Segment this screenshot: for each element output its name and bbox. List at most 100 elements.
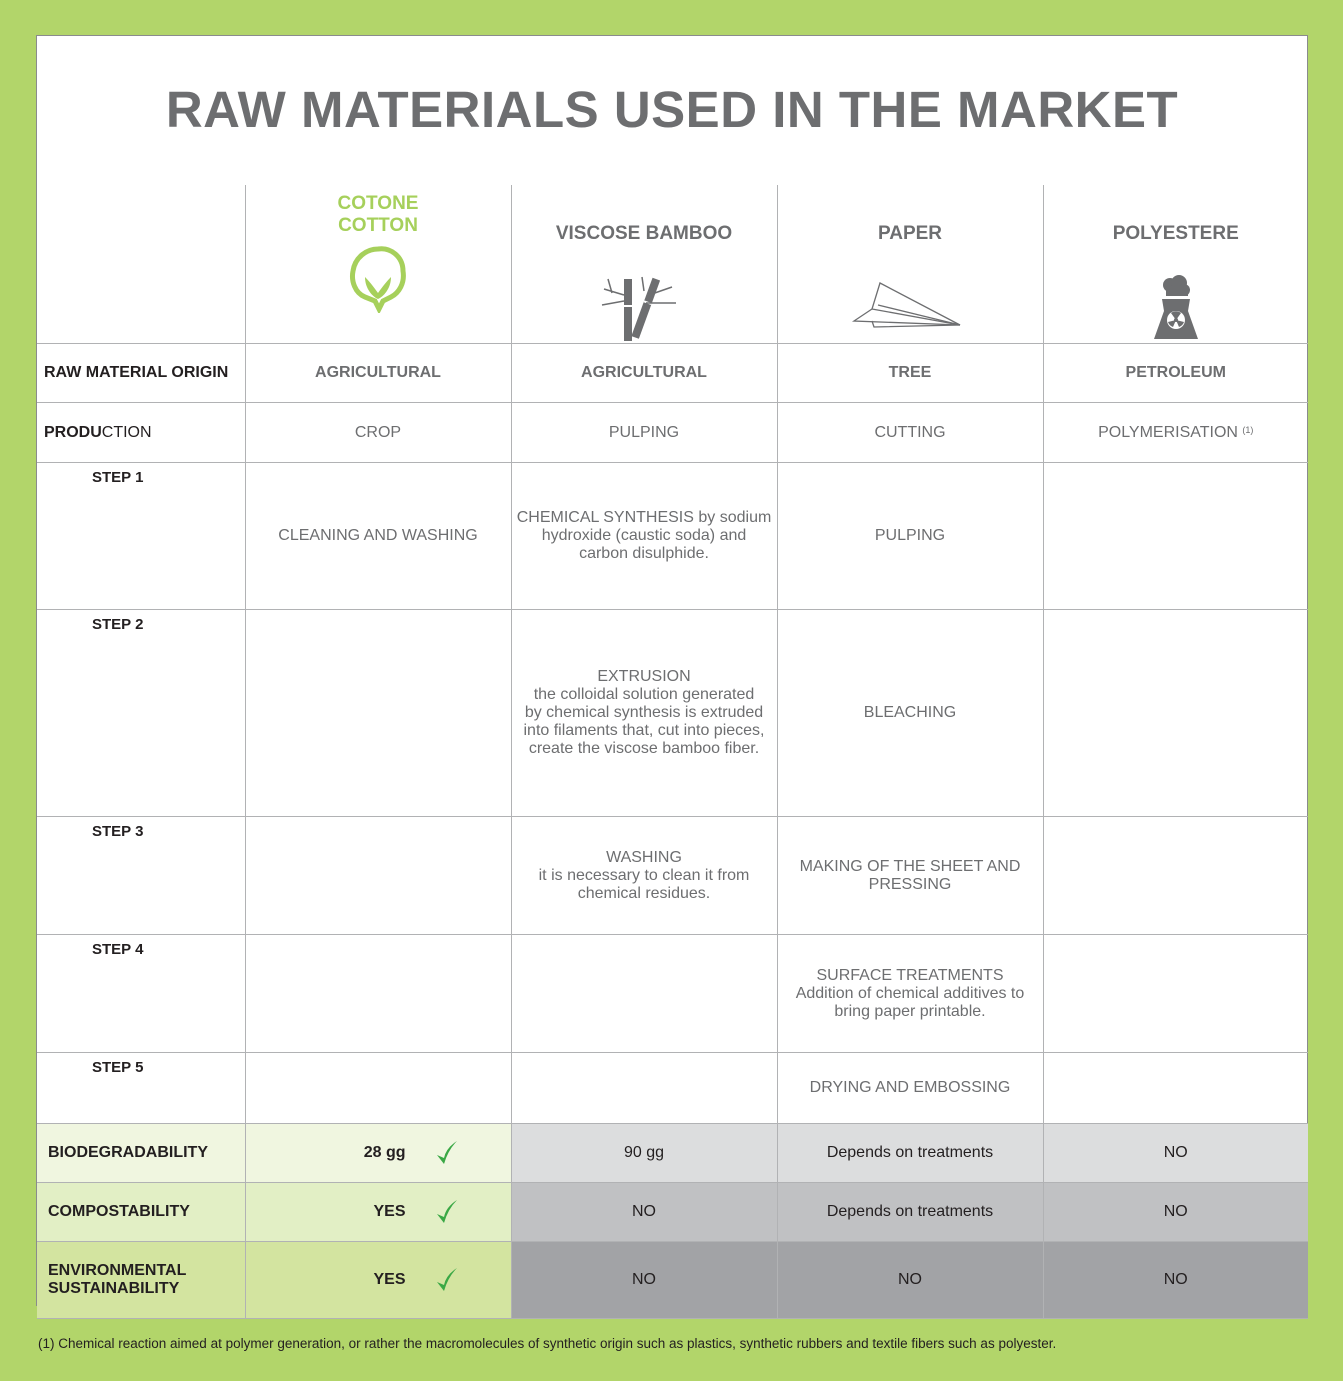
step-text: EXTRUSION xyxy=(597,668,691,685)
step-cell xyxy=(510,934,778,1053)
column-name: PAPER xyxy=(778,223,1043,273)
property-value: NO xyxy=(776,1241,1044,1319)
origin-cell: PETROLEUM xyxy=(1042,343,1308,403)
property-label-line: COMPOSTABILITY xyxy=(48,1203,190,1220)
step-cell xyxy=(244,609,512,817)
property-row: ENVIRONMENTAL SUSTAINABILITY YES NO NO NO xyxy=(37,1241,1308,1319)
step-cell: MAKING OF THE SHEET AND PRESSING xyxy=(776,816,1044,935)
paper-plane-icon xyxy=(778,273,1043,343)
step-cell: CHEMICAL SYNTHESIS by sodium hydroxide (c… xyxy=(510,462,778,610)
step-text: CHEMICAL SYNTHESIS by sodium xyxy=(516,509,772,526)
cotton-value-cell: YES xyxy=(244,1182,512,1242)
cotton-value: YES xyxy=(373,1203,406,1221)
step-label: STEP 5 xyxy=(37,1052,246,1124)
property-label: COMPOSTABILITY xyxy=(37,1182,246,1242)
materials-table: COTONE COTTON VISCOSE BAMBOO PAPER POLYESTER… xyxy=(37,185,1308,1319)
footnote-ref: (1) xyxy=(1242,424,1254,435)
step-text: CLEANING AND WASHING xyxy=(278,527,478,544)
property-value: Depends on treatments xyxy=(776,1182,1044,1242)
step-row: STEP 5 DRYING AND EMBOSSING xyxy=(37,1052,1308,1124)
step-cell: EXTRUSION the colloidal solution generate… xyxy=(510,609,778,817)
infographic-panel: RAW MATERIALS USED IN THE MARKET COTONE C… xyxy=(36,35,1308,1319)
property-label-line: SUSTAINABILITY xyxy=(48,1280,180,1297)
step-text: PRESSING xyxy=(868,875,952,893)
origin-cell: TREE xyxy=(776,343,1044,403)
header-corner xyxy=(37,185,246,344)
step-row: STEP 3 WASHING it is necessary to clean it… xyxy=(37,816,1308,935)
step-cell xyxy=(510,1052,778,1124)
production-value: PULPING xyxy=(608,423,680,441)
step-cell: WASHING it is necessary to clean it from c… xyxy=(510,816,778,935)
step-row: STEP 4 SURFACE TREATMENTS Addition of chem… xyxy=(37,934,1308,1053)
column-name-line: POLYESTERE xyxy=(1112,223,1239,244)
step-cell: SURFACE TREATMENTS Addition of chemical a… xyxy=(776,934,1044,1053)
column-name-line: VISCOSE BAMBOO xyxy=(555,223,733,244)
step-cell: BLEACHING xyxy=(776,609,1044,817)
column-header: POLYESTERE xyxy=(1042,185,1309,344)
production-row: PRODUCTION CROP PULPING CUTTING POLYMERISATI… xyxy=(37,402,1308,463)
step-text: by chemical synthesis is extruded xyxy=(524,704,764,721)
step-text: SURFACE TREATMENTS xyxy=(816,966,1004,984)
checkmark-icon xyxy=(436,1141,457,1164)
step-text: chemical residues. xyxy=(577,884,711,902)
step-cell xyxy=(1042,934,1308,1053)
step-text: WASHING xyxy=(606,848,682,866)
property-label-line: BIODEGRADABILITY xyxy=(48,1144,208,1161)
step-cell xyxy=(244,816,512,935)
row-label-rest: CTION xyxy=(101,423,152,441)
property-label-line: ENVIRONMENTAL xyxy=(48,1262,187,1279)
checkmark-icon xyxy=(436,1200,457,1223)
step-row: STEP 2 EXTRUSION the colloidal solution ge… xyxy=(37,609,1308,817)
production-cell: CROP xyxy=(244,402,512,463)
step-cell xyxy=(1042,609,1308,817)
step-text: hydroxide (caustic soda) and xyxy=(541,527,747,544)
property-row: BIODEGRADABILITY 28 gg 90 gg Depends on tre… xyxy=(37,1123,1308,1183)
cotton-value: 28 gg xyxy=(363,1144,406,1162)
step-text: the colloidal solution generated xyxy=(533,686,755,703)
step-cell xyxy=(1042,462,1308,610)
property-value: NO xyxy=(1042,1241,1308,1319)
cotton-icon xyxy=(246,243,511,313)
step-cell xyxy=(1042,816,1308,935)
step-label: STEP 2 xyxy=(37,609,246,817)
step-text: BLEACHING xyxy=(863,704,957,721)
step-text: PULPING xyxy=(874,527,946,544)
nuclear-plant-icon xyxy=(1044,273,1309,343)
column-name-line: COTONE xyxy=(337,193,419,214)
step-label: STEP 3 xyxy=(37,816,246,935)
step-text: Addition of chemical additives to xyxy=(795,984,1025,1002)
property-value: NO xyxy=(1042,1123,1308,1183)
property-value: NO xyxy=(510,1241,778,1319)
property-label: ENVIRONMENTAL SUSTAINABILITY xyxy=(37,1241,246,1319)
step-cell: PULPING xyxy=(776,462,1044,610)
checkmark-icon xyxy=(436,1268,457,1291)
column-name: COTONE COTTON xyxy=(246,193,511,243)
column-name-line: PAPER xyxy=(877,223,943,244)
cotton-value-cell: 28 gg xyxy=(244,1123,512,1183)
production-cell: CUTTING xyxy=(776,402,1044,463)
step-cell xyxy=(244,1052,512,1124)
footnote: (1) Chemical reaction aimed at polymer g… xyxy=(38,1336,1057,1351)
bamboo-icon xyxy=(512,273,777,343)
column-name: VISCOSE BAMBOO xyxy=(512,223,777,273)
step-cell xyxy=(1042,1052,1308,1124)
step-text: MAKING OF THE SHEET AND xyxy=(799,857,1021,875)
step-text: DRYING AND EMBOSSING xyxy=(809,1079,1011,1096)
step-text: into filaments that, cut into pieces, xyxy=(523,722,765,739)
column-name-line: COTTON xyxy=(338,215,418,236)
property-value: 90 gg xyxy=(510,1123,778,1183)
production-value: CROP xyxy=(354,423,402,441)
cotton-value-cell: YES xyxy=(244,1241,512,1319)
production-cell: POLYMERISATION (1) xyxy=(1042,402,1308,463)
column-header: VISCOSE BAMBOO xyxy=(510,185,778,344)
row-label: RAW MATERIAL ORIGIN xyxy=(37,343,246,403)
property-row: COMPOSTABILITY YES NO Depends on treatments… xyxy=(37,1182,1308,1242)
step-label: STEP 1 xyxy=(37,462,246,610)
origin-cell: AGRICULTURAL xyxy=(244,343,512,403)
column-header: COTONE COTTON xyxy=(244,185,512,344)
step-text: it is necessary to clean it from xyxy=(538,866,750,884)
page-title: RAW MATERIALS USED IN THE MARKET xyxy=(165,81,1179,138)
step-row: STEP 1 CLEANING AND WASHING CHEMICAL SYNTH… xyxy=(37,462,1308,610)
step-text: bring paper printable. xyxy=(834,1002,986,1020)
property-value: NO xyxy=(510,1182,778,1242)
